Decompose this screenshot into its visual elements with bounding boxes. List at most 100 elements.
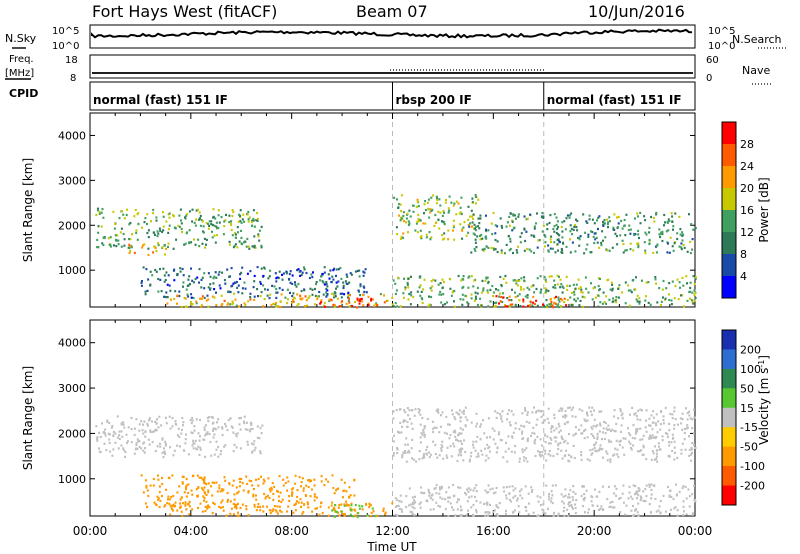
- power-cell: [307, 297, 310, 300]
- power-cell: [241, 266, 244, 269]
- power-cell: [689, 281, 692, 284]
- velocity-cell: [229, 500, 232, 503]
- velocity-cell: [583, 496, 586, 499]
- power-cell: [247, 245, 250, 248]
- power-cell: [333, 267, 336, 270]
- power-cell: [694, 296, 697, 300]
- power-cell: [188, 210, 191, 213]
- power-cell: [183, 297, 186, 300]
- power-colorbar-swatch: [722, 144, 736, 167]
- velocity-cell: [239, 416, 242, 420]
- power-cell: [694, 277, 697, 280]
- velocity-cell: [491, 427, 494, 430]
- power-cell: [259, 282, 262, 285]
- velocity-cell: [540, 409, 543, 413]
- power-cell: [636, 300, 639, 303]
- velocity-cell: [205, 483, 208, 486]
- power-cell: [179, 267, 182, 270]
- velocity-cell: [622, 437, 625, 440]
- velocity-cell: [404, 449, 406, 453]
- power-cell: [295, 285, 298, 288]
- power-cell: [442, 238, 445, 241]
- power-cell: [97, 231, 100, 234]
- power-cell: [417, 205, 420, 208]
- velocity-cell: [418, 450, 421, 453]
- power-cell: [601, 230, 604, 233]
- power-cell: [434, 279, 437, 282]
- power-cell: [533, 302, 536, 306]
- velocity-cell: [460, 514, 463, 517]
- power-cell: [408, 209, 411, 212]
- power-cell: [569, 224, 572, 227]
- velocity-cell: [495, 451, 498, 454]
- velocity-cell: [654, 445, 657, 448]
- velocity-cell: [544, 434, 547, 437]
- velocity-cell: [475, 412, 478, 415]
- velocity-cell: [557, 442, 560, 445]
- power-cell: [660, 231, 663, 234]
- power-cell: [542, 303, 544, 306]
- power-cell: [519, 235, 522, 238]
- velocity-cell: [642, 434, 645, 437]
- velocity-cell: [644, 500, 647, 503]
- velocity-cell: [693, 484, 695, 487]
- velocity-cell: [584, 419, 587, 422]
- power-cell: [234, 243, 237, 246]
- power-cell: [178, 214, 181, 217]
- velocity-cell: [547, 407, 550, 410]
- velocity-cell: [102, 431, 105, 434]
- power-cell: [157, 277, 160, 281]
- velocity-cell: [240, 477, 243, 481]
- velocity-cell: [469, 458, 471, 461]
- velocity-cell: [181, 482, 184, 485]
- power-cell: [504, 274, 507, 278]
- velocity-cell: [454, 431, 457, 434]
- power-cell: [201, 295, 204, 298]
- velocity-cell: [593, 409, 595, 412]
- velocity-cell: [666, 432, 669, 436]
- velocity-cell: [496, 411, 499, 415]
- velocity-cell: [450, 455, 453, 458]
- power-cell: [363, 290, 366, 293]
- velocity-cell: [176, 509, 179, 512]
- power-cell: [690, 223, 693, 226]
- power-cell: [689, 286, 692, 290]
- velocity-cell: [246, 440, 249, 443]
- velocity-cell: [310, 488, 313, 491]
- power-cell: [608, 216, 611, 219]
- velocity-cell: [337, 487, 340, 490]
- velocity-cell: [142, 442, 145, 445]
- power-cell: [508, 249, 511, 252]
- power-cell: [203, 287, 206, 290]
- velocity-cell: [524, 407, 526, 410]
- velocity-cell: [621, 412, 624, 415]
- velocity-cell: [135, 418, 138, 421]
- power-cell: [621, 291, 624, 294]
- velocity-cell: [439, 425, 442, 428]
- power-cell: [526, 248, 529, 251]
- power-cell: [210, 223, 213, 226]
- power-cell: [480, 291, 483, 294]
- velocity-cell: [122, 421, 125, 424]
- power-cell: [581, 305, 584, 308]
- power-cell: [467, 224, 470, 227]
- power-cell: [250, 221, 253, 224]
- power-cell: [249, 270, 252, 273]
- velocity-cell: [683, 427, 686, 431]
- velocity-cell: [354, 509, 357, 512]
- velocity-cell: [678, 490, 681, 494]
- velocity-cell: [537, 450, 540, 453]
- power-cell: [645, 295, 647, 298]
- power-cell: [131, 233, 134, 236]
- power-cell: [550, 303, 553, 306]
- velocity-cell: [265, 495, 268, 498]
- power-cell: [372, 298, 375, 301]
- velocity-cell: [271, 482, 274, 485]
- power-cell: [256, 288, 259, 291]
- velocity-cell: [288, 495, 291, 498]
- power-cell: [367, 302, 370, 305]
- velocity-cell: [656, 431, 659, 434]
- velocity-cell: [138, 429, 141, 432]
- velocity-cell: [584, 428, 587, 431]
- power-cell: [662, 296, 664, 299]
